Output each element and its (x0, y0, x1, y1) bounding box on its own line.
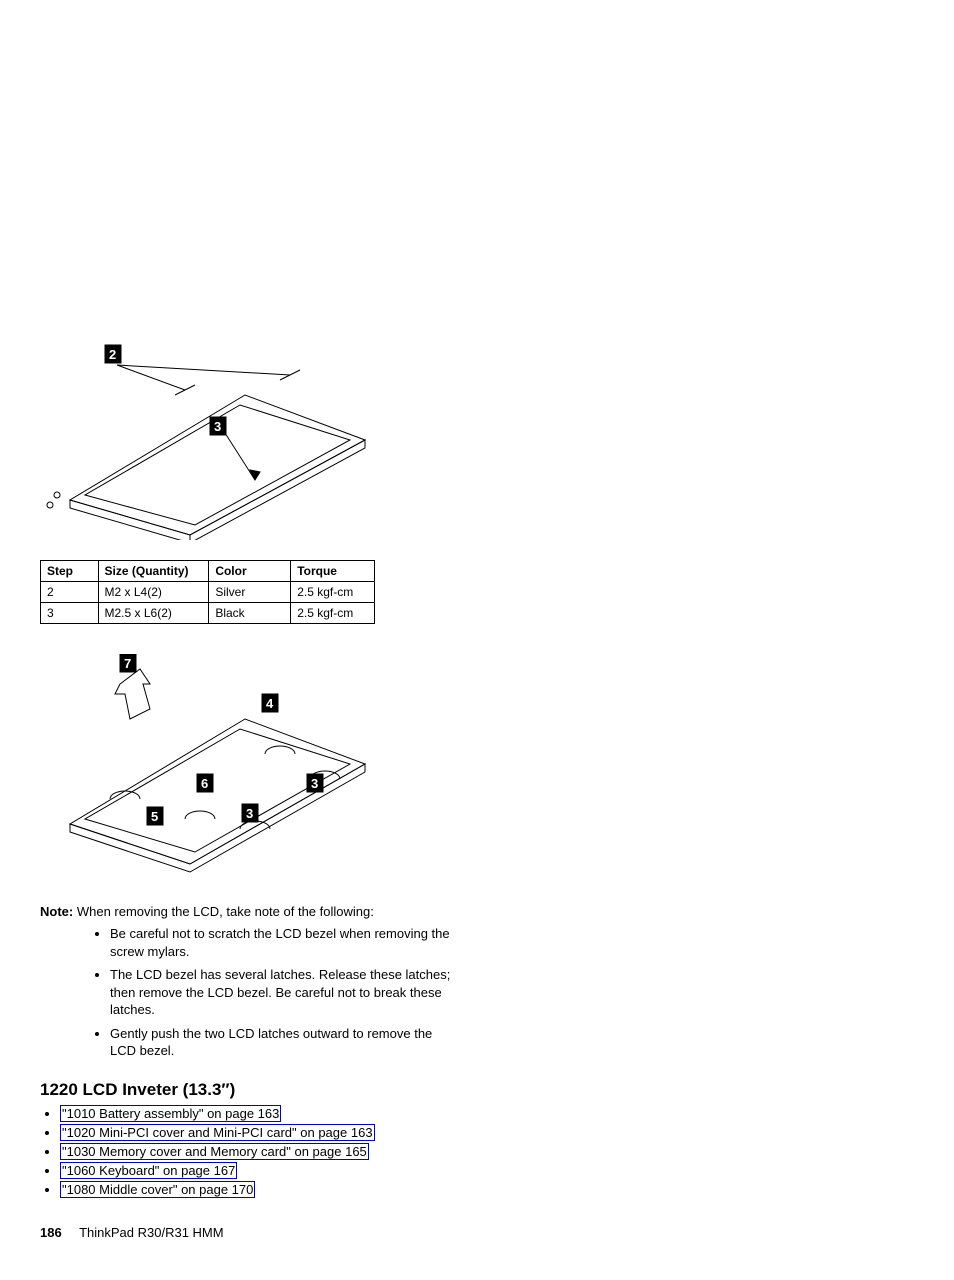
callout-5: 5 (151, 809, 158, 824)
table-row: 2 M2 x L4(2) Silver 2.5 kgf-cm (41, 582, 375, 603)
doc-title: ThinkPad R30/R31 HMM (79, 1225, 224, 1240)
ref-link[interactable]: "1060 Keyboard" on page 167 (60, 1162, 237, 1179)
note-label: Note: (40, 904, 73, 919)
screw-table: Step Size (Quantity) Color Torque 2 M2 x… (40, 560, 375, 624)
ref-link[interactable]: "1030 Memory cover and Memory card" on p… (60, 1143, 369, 1160)
note-intro: When removing the LCD, take note of the … (77, 904, 374, 919)
diagram-2: 7 4 6 3 5 3 (35, 654, 370, 884)
th-size: Size (Quantity) (98, 561, 209, 582)
ref-link[interactable]: "1010 Battery assembly" on page 163 (60, 1105, 281, 1122)
diagram-1: 2 3 (35, 340, 370, 540)
th-torque: Torque (291, 561, 375, 582)
table-row: 3 M2.5 x L6(2) Black 2.5 kgf-cm (41, 603, 375, 624)
callout-2: 2 (109, 347, 116, 362)
callout-3: 3 (214, 419, 221, 434)
callout-3b: 3 (311, 776, 318, 791)
ref-link[interactable]: "1020 Mini-PCI cover and Mini-PCI card" … (60, 1124, 375, 1141)
th-step: Step (41, 561, 99, 582)
callout-7: 7 (124, 656, 131, 671)
note-bullet: Be careful not to scratch the LCD bezel … (110, 925, 460, 960)
callout-3c: 3 (246, 806, 253, 821)
reference-list: "1010 Battery assembly" on page 163 "102… (40, 1106, 914, 1197)
page-number: 186 (40, 1225, 62, 1240)
section-heading: 1220 LCD Inveter (13.3″) (40, 1080, 914, 1100)
callout-6: 6 (201, 776, 208, 791)
note-block: Note: When removing the LCD, take note o… (40, 904, 460, 1060)
th-color: Color (209, 561, 291, 582)
note-bullet: The LCD bezel has several latches. Relea… (110, 966, 460, 1019)
ref-link[interactable]: "1080 Middle cover" on page 170 (60, 1181, 255, 1198)
document-page: 2 3 Step Size (Quantity) Color Torque 2 … (0, 0, 954, 1280)
note-bullet: Gently push the two LCD latches outward … (110, 1025, 460, 1060)
callout-4: 4 (266, 696, 274, 711)
page-footer: 186 ThinkPad R30/R31 HMM (40, 1225, 914, 1240)
